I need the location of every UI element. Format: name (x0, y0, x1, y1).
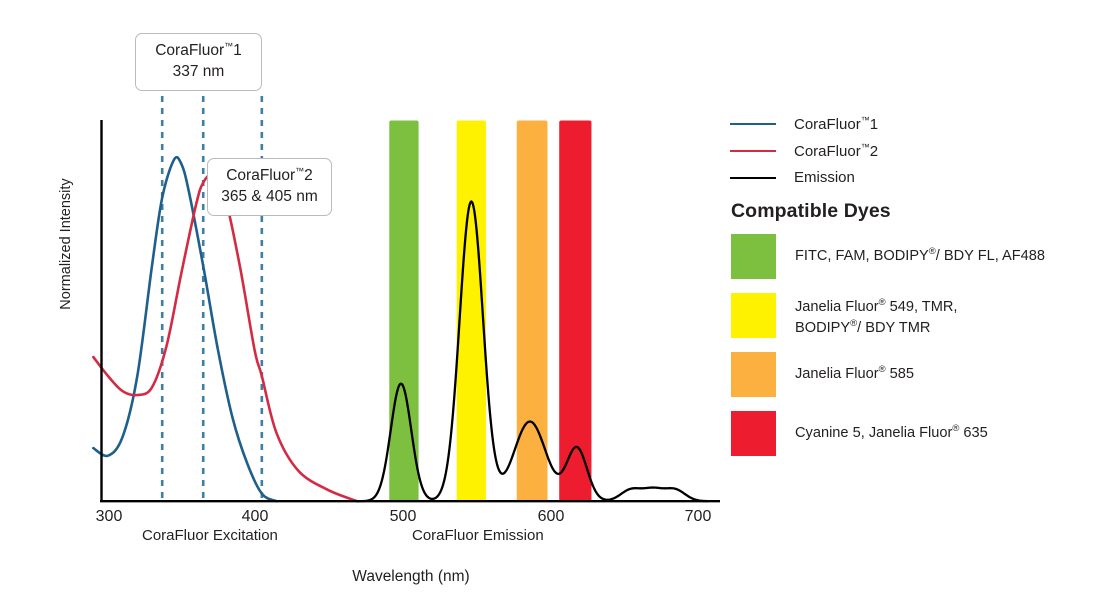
band-yellow (456, 120, 486, 502)
legend-item-label: CoraFluor™1 (794, 114, 879, 133)
excitation-marker-lines (160, 96, 264, 502)
registered-icon: ® (878, 364, 886, 375)
trademark-icon: ™ (860, 141, 870, 152)
dye-color-swatch (731, 352, 776, 397)
region-label-emission: CoraFluor Emission (412, 527, 544, 544)
dye-item-label: FITC, FAM, BODIPY®/ BDY FL, AF488 (795, 246, 1046, 264)
band-orange (516, 120, 548, 502)
region-label-excitation: CoraFluor Excitation (142, 527, 278, 544)
x-tick-400: 400 (241, 508, 269, 525)
callout2-name: CoraFluor (226, 167, 296, 185)
dye-item-4: Cyanine 5, Janelia Fluor® 635 (731, 411, 1101, 456)
legend-line-icon (730, 176, 776, 179)
trademark-icon: ™ (224, 41, 234, 51)
registered-icon: ® (878, 297, 886, 308)
callout-corafluor2-line1: CoraFluor™2 (220, 166, 319, 187)
callout1-name: CoraFluor (155, 42, 225, 60)
dye-color-swatch (731, 234, 776, 279)
curve-corafluor2 (92, 173, 359, 503)
callout-corafluor1: CoraFluor™1 337 nm (135, 33, 262, 92)
legend-item-2: CoraFluor™2 (730, 137, 1090, 164)
trademark-icon: ™ (860, 114, 870, 125)
registered-icon: ® (928, 246, 936, 257)
dye-item-label: Cyanine 5, Janelia Fluor® 635 (795, 423, 988, 441)
dye-item-1: FITC, FAM, BODIPY®/ BDY FL, AF488 (731, 234, 1101, 279)
x-tick-600: 600 (537, 508, 565, 525)
legend-item-1: CoraFluor™1 (730, 110, 1090, 137)
callout-corafluor2: CoraFluor™2 365 & 405 nm (207, 158, 332, 217)
x-tick-700: 700 (684, 508, 712, 525)
compatible-dyes-list: FITC, FAM, BODIPY®/ BDY FL, AF488 Janelia… (731, 234, 1101, 470)
dye-item-label: Janelia Fluor® 585 (795, 364, 914, 382)
legend-line-icon (730, 122, 776, 125)
registered-icon: ® (952, 423, 960, 434)
registered-icon: ® (850, 317, 858, 329)
band-red (559, 120, 592, 502)
callout2-number: 2 (304, 167, 313, 185)
dye-item-label: Janelia Fluor® 549, TMR, BODIPY®/ BDY TMR (795, 297, 958, 336)
dye-bands (389, 120, 592, 502)
curve-emission (355, 200, 709, 503)
series-legend: CoraFluor™1 CoraFluor™2 Emission (730, 110, 1090, 191)
callout-corafluor1-wavelength: 337 nm (172, 62, 225, 80)
callout-corafluor1-line1: CoraFluor™1 (148, 41, 249, 62)
x-axis-label: Wavelength (nm) (352, 568, 470, 585)
trademark-icon: ™ (295, 166, 305, 176)
band-green (389, 120, 419, 502)
dye-color-swatch (731, 411, 776, 456)
compatible-dyes-title: Compatible Dyes (731, 200, 891, 222)
dye-item-3: Janelia Fluor® 585 (731, 352, 1101, 397)
x-tick-300: 300 (95, 508, 123, 525)
curve-corafluor1 (92, 155, 278, 503)
dye-item-2: Janelia Fluor® 549, TMR, BODIPY®/ BDY TMR (731, 293, 1101, 338)
legend-item-3: Emission (730, 164, 1090, 191)
callout1-number: 1 (233, 42, 242, 60)
legend-line-icon (730, 149, 776, 152)
callout-corafluor2-wavelength: 365 & 405 nm (221, 187, 318, 205)
legend-item-label: CoraFluor™2 (794, 141, 879, 160)
dye-color-swatch (731, 293, 776, 338)
y-axis-label: Normalized Intensity (58, 178, 74, 310)
x-tick-500: 500 (389, 508, 417, 525)
legend-item-label: Emission (794, 169, 855, 186)
